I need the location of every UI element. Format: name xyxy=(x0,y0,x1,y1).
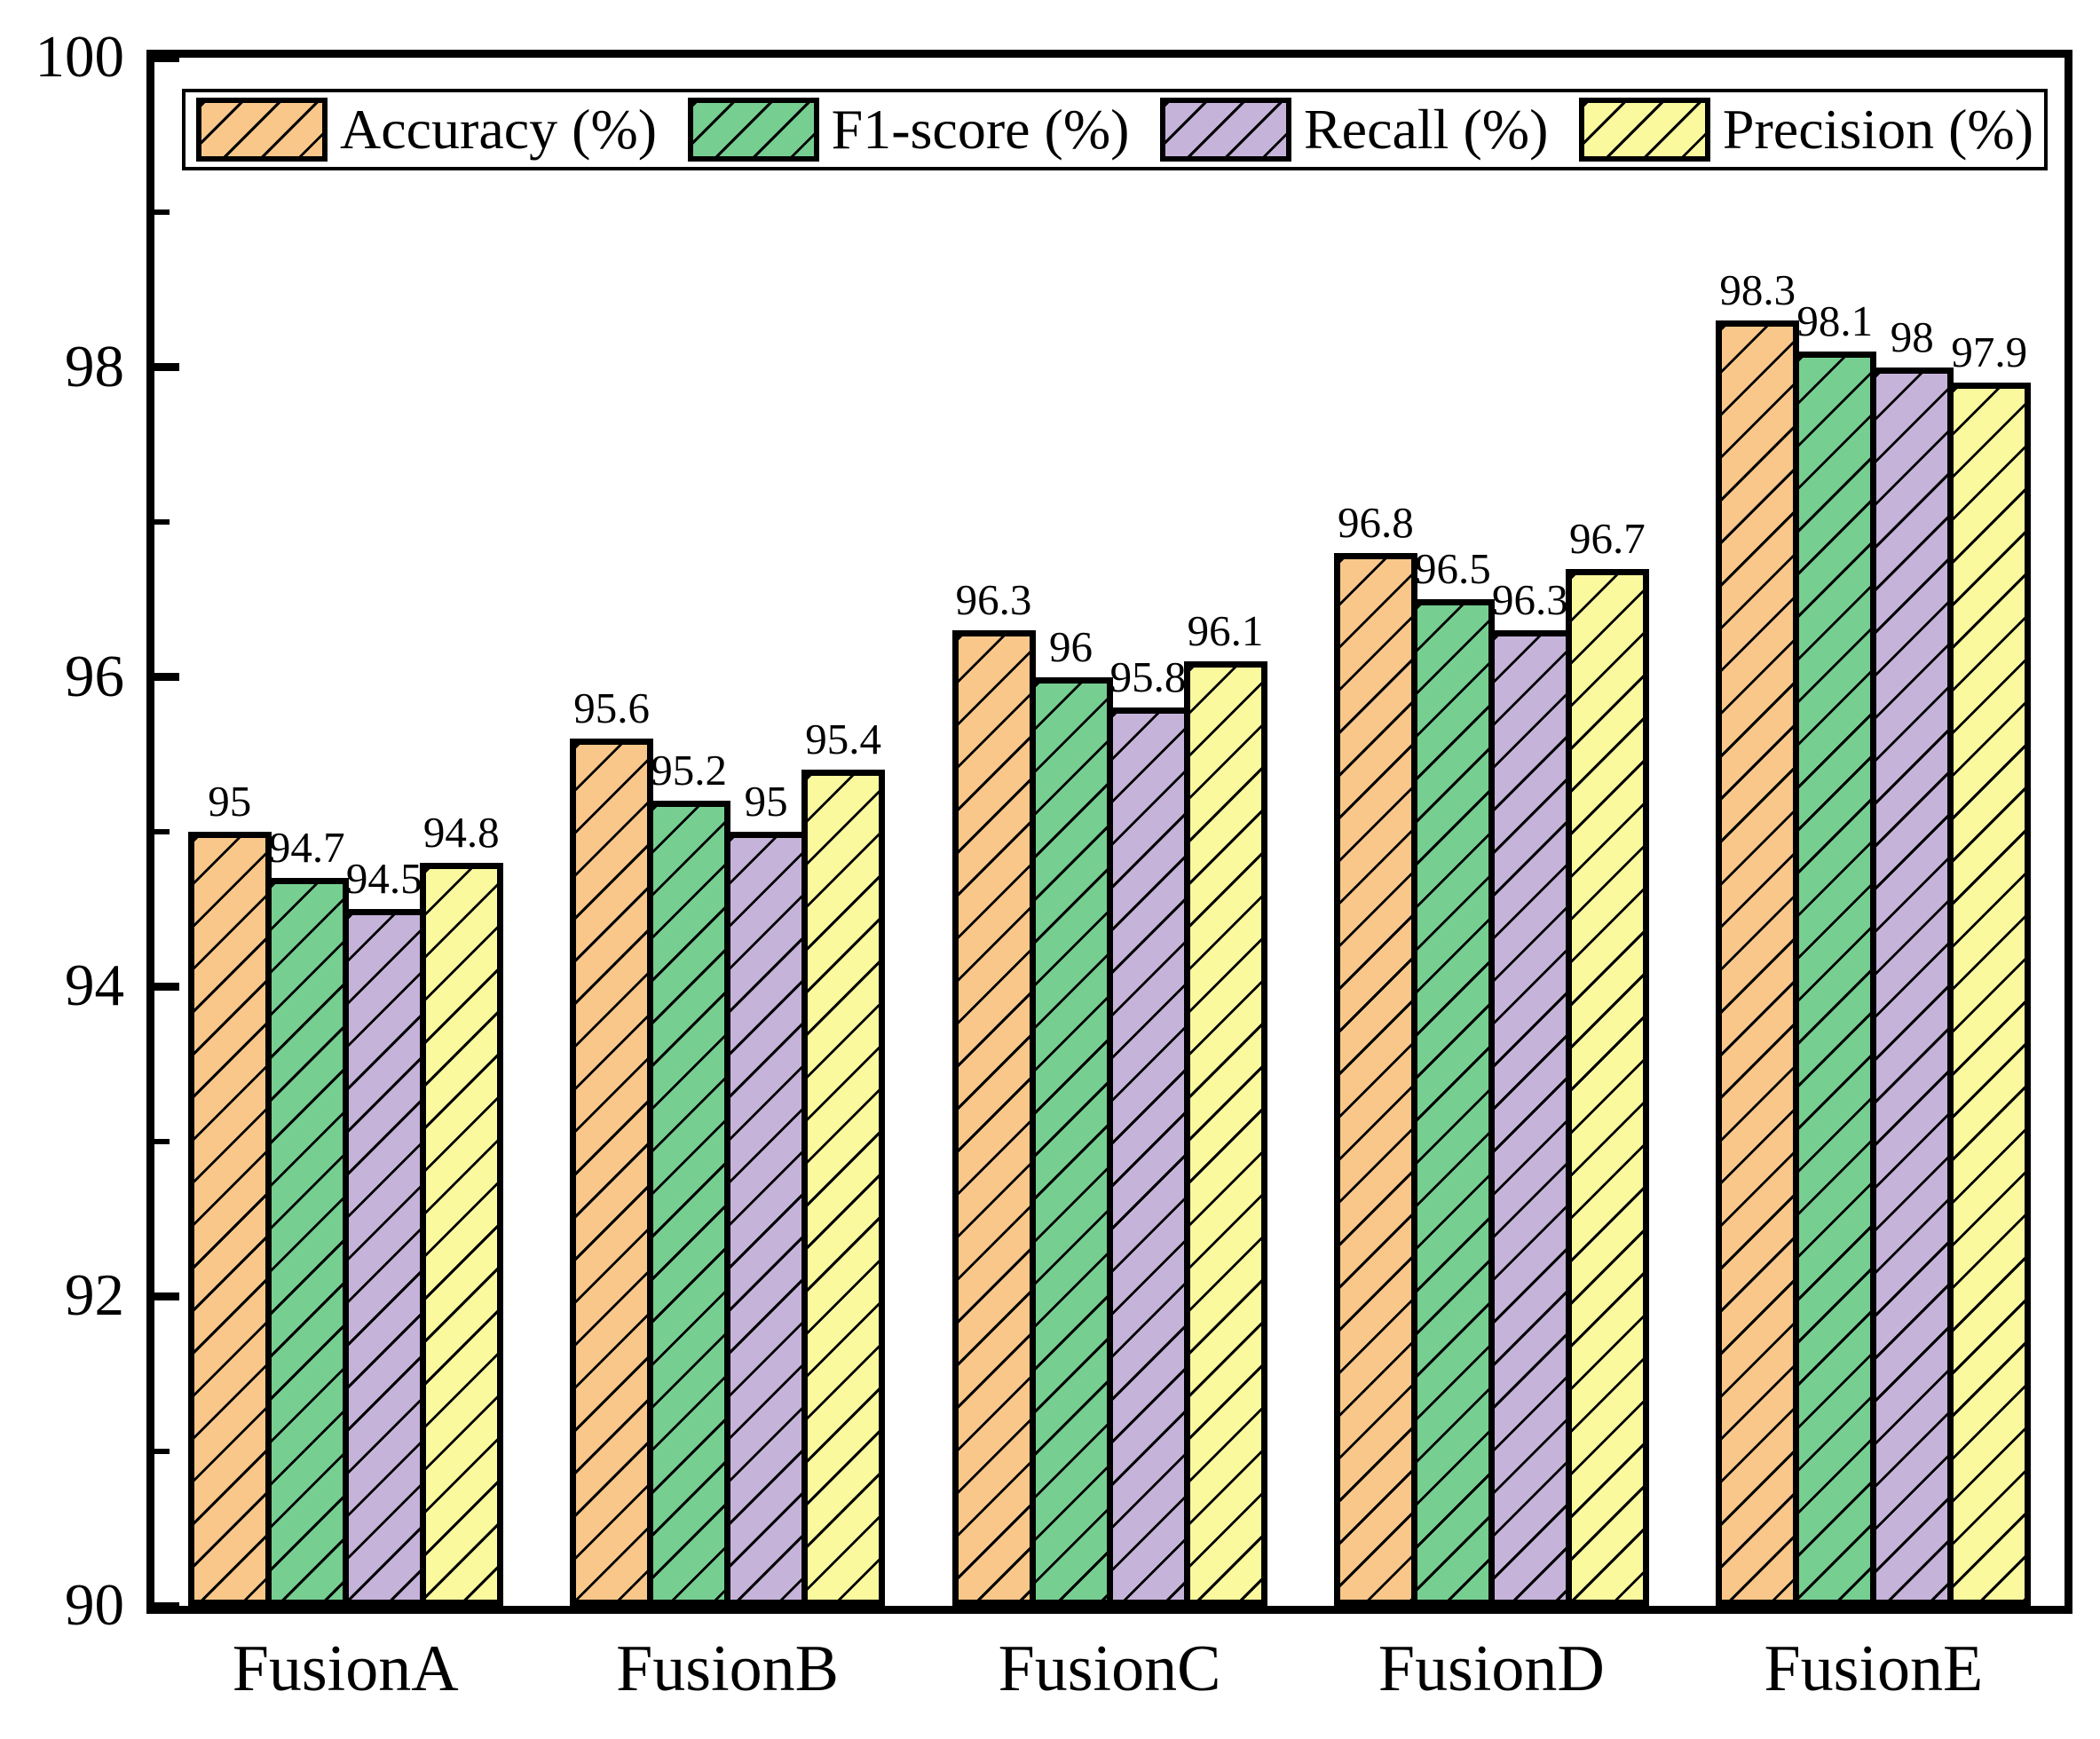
y-major-tick xyxy=(154,982,179,991)
y-major-tick xyxy=(154,53,179,62)
bar-precision xyxy=(1947,383,2032,1606)
bar-value-label: 96.1 xyxy=(1187,606,1264,656)
bar-value-label: 95.8 xyxy=(1109,652,1187,702)
y-major-tick xyxy=(154,673,179,682)
y-tick-label: 100 xyxy=(35,24,125,90)
y-tick-label: 94 xyxy=(65,952,124,1019)
legend-swatch xyxy=(1159,98,1291,162)
bar-precision xyxy=(801,770,886,1606)
x-tick-label: FusionD xyxy=(1378,1632,1605,1705)
bar-value-label: 95.2 xyxy=(651,746,727,795)
bar-value-label: 94.8 xyxy=(422,807,500,857)
y-minor-tick xyxy=(154,1138,170,1144)
bar-precision xyxy=(419,862,503,1606)
legend-label: Accuracy (%) xyxy=(340,98,658,161)
legend-item: Precision (%) xyxy=(1578,98,2033,162)
bar-value-label: 94.7 xyxy=(268,823,345,873)
x-tick-label: FusionA xyxy=(232,1632,459,1705)
plot-area-frame: 95 94.7 94.5 94.8 95.6 95.2 95 95.4 96.3 96 95.8 96… xyxy=(146,50,2072,1614)
bar-value-label: 95 xyxy=(208,777,252,826)
y-major-tick xyxy=(154,1292,179,1300)
legend-swatch xyxy=(196,98,328,162)
bar-value-label: 96.3 xyxy=(1492,575,1568,625)
bar-recall xyxy=(342,909,426,1606)
bar-f1score xyxy=(264,878,349,1606)
legend-item: Recall (%) xyxy=(1159,98,1549,162)
legend-label: F1-score (%) xyxy=(831,98,1130,161)
bar-value-label: 98.3 xyxy=(1719,265,1796,315)
x-tick-label: FusionC xyxy=(998,1632,1221,1705)
x-tick-label: FusionB xyxy=(616,1632,840,1705)
legend-item: Accuracy (%) xyxy=(196,98,657,162)
bar-accuracy xyxy=(1333,553,1417,1606)
bar-value-label: 96.8 xyxy=(1338,498,1414,548)
y-tick-label: 96 xyxy=(65,643,124,709)
y-minor-tick xyxy=(154,209,170,216)
legend-swatch xyxy=(1578,98,1710,162)
bar-recall xyxy=(1488,630,1572,1606)
legend-swatch xyxy=(687,98,819,162)
bar-value-label: 94.5 xyxy=(345,854,422,904)
legend: Accuracy (%) F1-score (%) Recall (%) Precis… xyxy=(182,89,2048,170)
bar-value-label: 95 xyxy=(744,777,788,826)
plot-area: 95 94.7 94.5 94.8 95.6 95.2 95 95.4 96.3 96 95.8 96… xyxy=(154,53,2064,1610)
legend-label: Precision (%) xyxy=(1722,98,2033,161)
bar-value-label: 96.5 xyxy=(1415,544,1491,594)
bar-f1score xyxy=(647,801,731,1606)
y-major-tick xyxy=(154,1601,179,1610)
bar-recall xyxy=(1870,367,1954,1606)
bar-accuracy xyxy=(570,739,654,1606)
bar-value-label: 96.7 xyxy=(1569,513,1646,563)
legend-item: F1-score (%) xyxy=(687,98,1130,162)
bar-f1score xyxy=(1410,599,1495,1606)
bar-precision xyxy=(1183,661,1267,1606)
bar-precision xyxy=(1565,568,1649,1606)
bar-value-label: 97.9 xyxy=(1951,328,2028,377)
bar-value-label: 95.4 xyxy=(805,715,881,764)
bar-accuracy xyxy=(187,832,272,1606)
y-tick-label: 90 xyxy=(65,1572,124,1638)
legend-label: Recall (%) xyxy=(1303,98,1549,161)
bar-value-label: 95.6 xyxy=(573,684,650,733)
y-tick-label: 92 xyxy=(65,1262,124,1329)
bar-value-label: 98 xyxy=(1890,312,1934,361)
y-minor-tick xyxy=(154,1448,170,1454)
y-tick-label: 98 xyxy=(65,333,124,399)
bar-accuracy xyxy=(1716,320,1800,1606)
bar-accuracy xyxy=(951,630,1036,1606)
y-minor-tick xyxy=(154,519,170,526)
y-minor-tick xyxy=(154,829,170,834)
bar-value-label: 96.3 xyxy=(955,575,1032,625)
bar-recall xyxy=(1106,707,1190,1606)
bar-value-label: 96 xyxy=(1049,621,1093,671)
x-tick-label: FusionE xyxy=(1764,1632,1984,1705)
bar-value-label: 98.1 xyxy=(1796,296,1874,346)
bar-f1score xyxy=(1029,676,1113,1606)
bar-f1score xyxy=(1793,352,1877,1606)
bar-recall xyxy=(724,832,809,1606)
y-major-tick xyxy=(154,363,179,372)
